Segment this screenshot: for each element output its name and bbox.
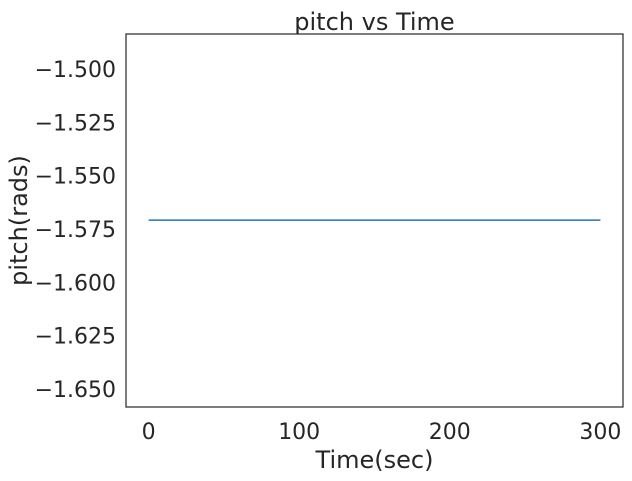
x-tick-label: 200	[429, 420, 471, 445]
y-tick-label: −1.600	[35, 271, 116, 296]
y-tick-label: −1.650	[35, 378, 116, 403]
x-axis: 0 100 200 300	[142, 420, 622, 445]
x-tick-label: 100	[278, 420, 320, 445]
chart-title: pitch vs Time	[294, 8, 454, 36]
x-axis-label: Time(sec)	[315, 446, 434, 474]
y-axis: −1.500 −1.525 −1.550 −1.575 −1.600 −1.625 −1.6…	[35, 58, 116, 403]
y-tick-label: −1.500	[35, 58, 116, 83]
x-tick-label: 300	[579, 420, 621, 445]
x-tick-label: 0	[142, 420, 156, 445]
y-axis-label: pitch(rads)	[5, 155, 33, 286]
y-tick-label: −1.525	[35, 111, 116, 136]
y-tick-label: −1.625	[35, 325, 116, 350]
y-tick-label: −1.550	[35, 165, 116, 190]
y-tick-label: −1.575	[35, 218, 116, 243]
